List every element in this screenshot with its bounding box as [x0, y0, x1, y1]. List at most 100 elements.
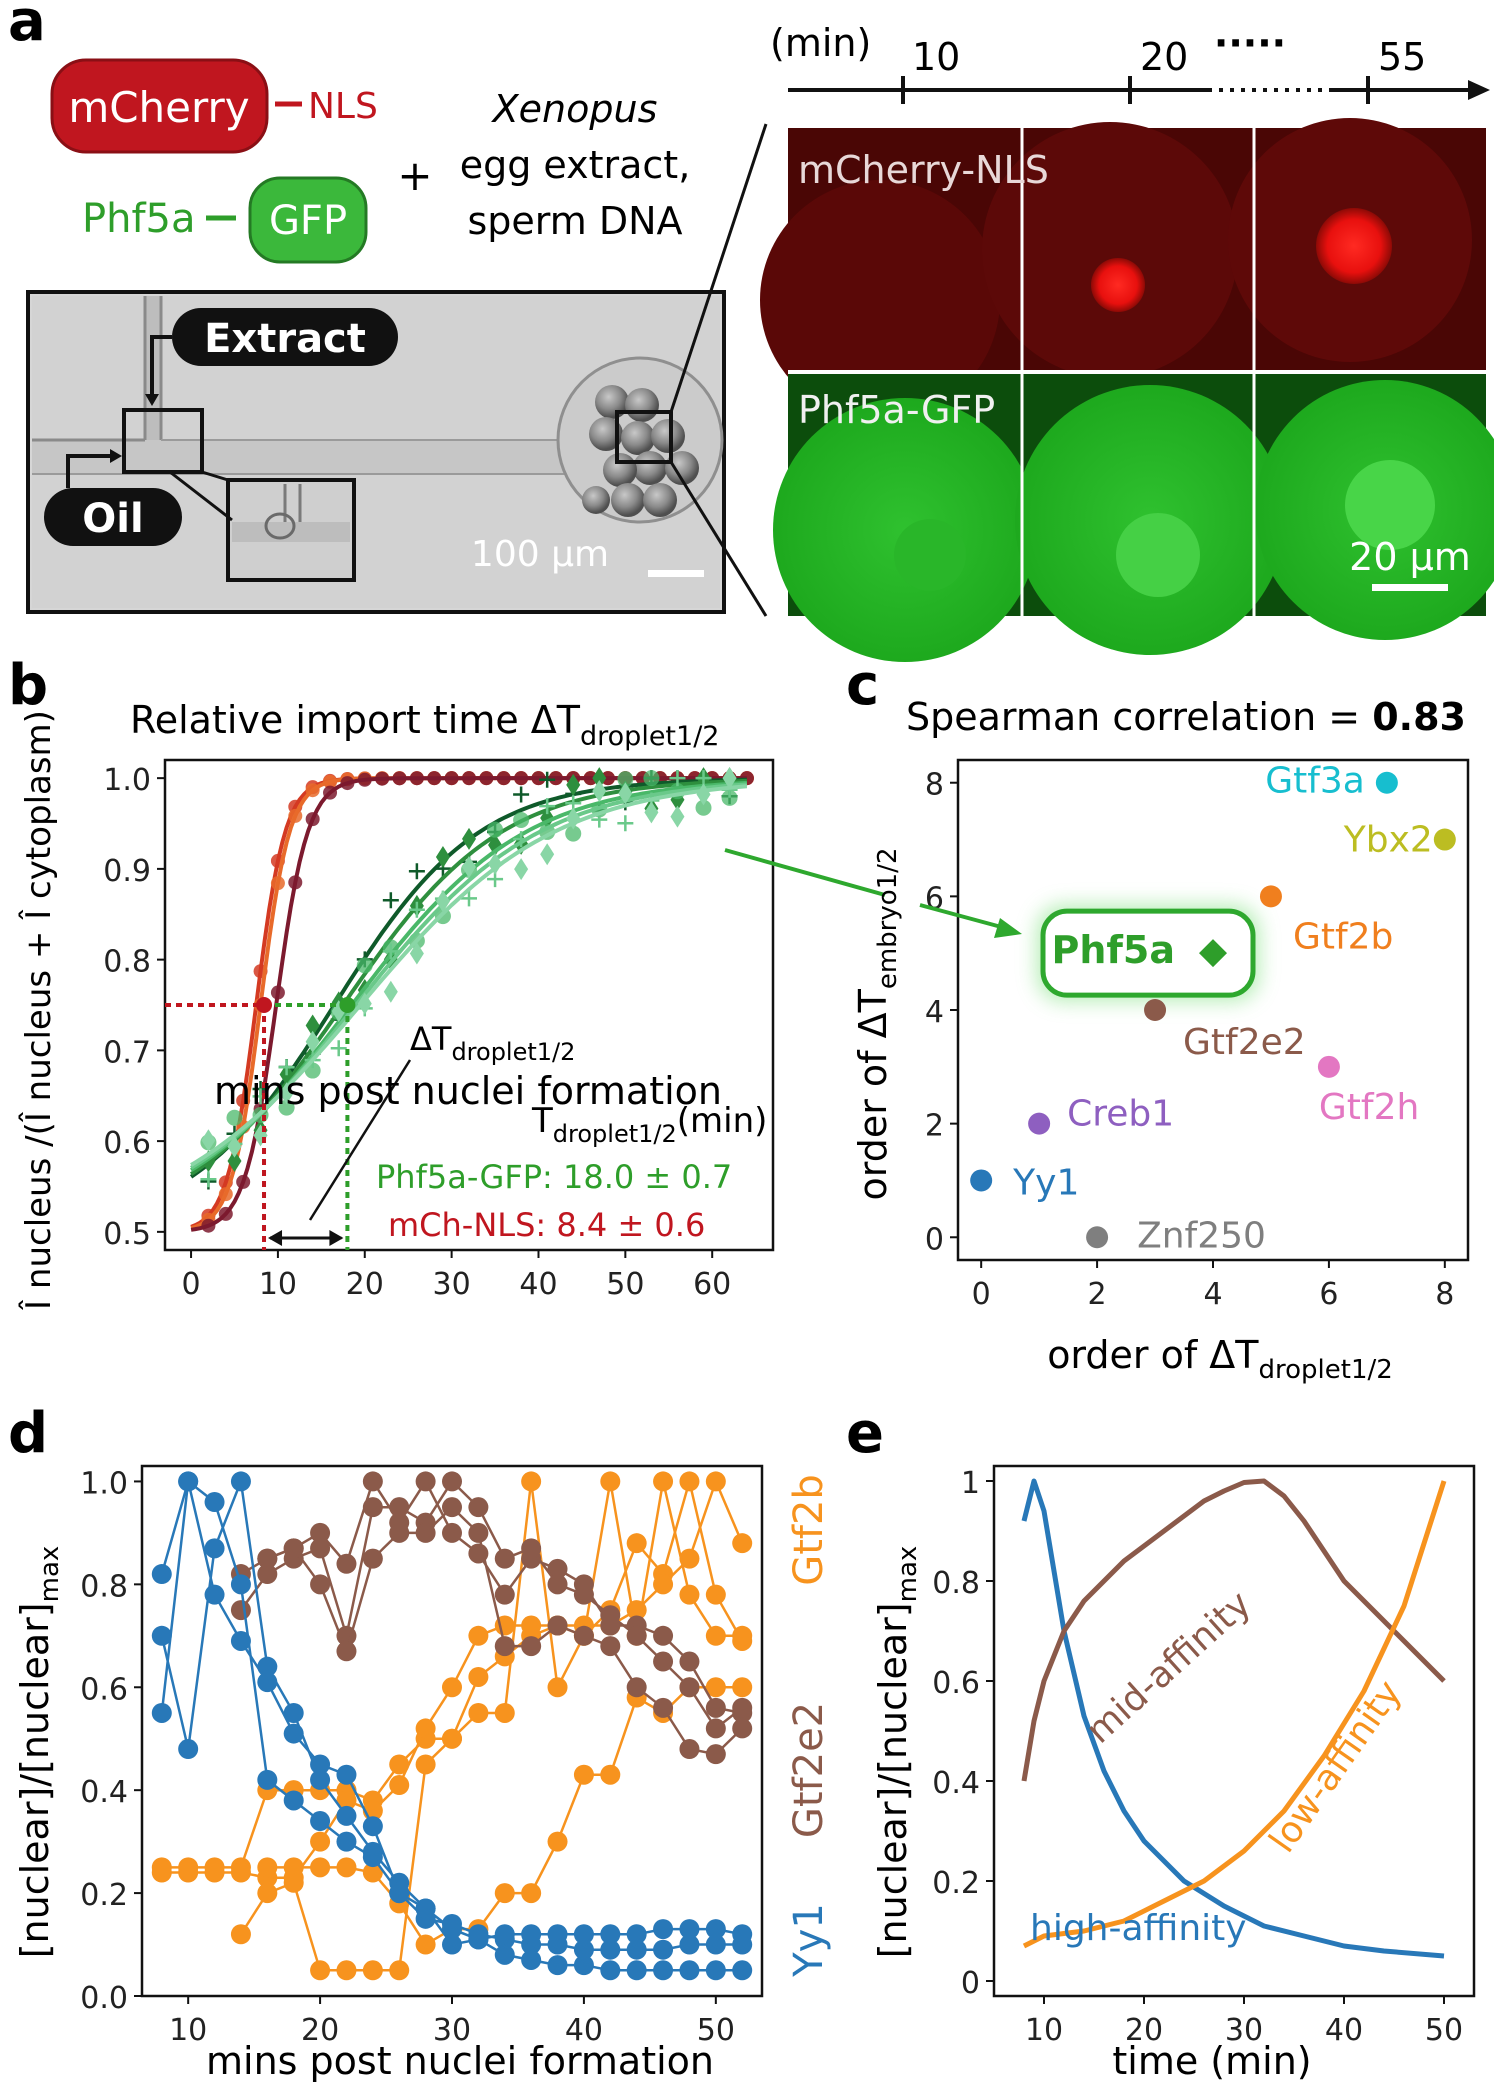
- microfluidic-chip-image: Extract Oil 100 µm: [26, 290, 726, 614]
- y-tick-label: 0.8: [80, 1569, 128, 1604]
- series-point-yy1: [653, 1960, 674, 1981]
- mcherry-channel-label: mCherry-NLS: [798, 148, 1049, 192]
- x-tick-label: 8: [1435, 1277, 1454, 1312]
- data-point: [226, 1109, 243, 1126]
- data-point: [323, 785, 338, 800]
- data-point: [643, 770, 660, 787]
- series-point-yy1: [310, 1811, 331, 1832]
- series-point-gtf2b: [653, 1471, 674, 1492]
- data-point: [600, 771, 615, 786]
- label-phf5a: Phf5a: [1051, 928, 1175, 972]
- data-point: [513, 812, 530, 829]
- xenopus-line1: Xenopus: [491, 87, 658, 131]
- y-tick-label: 0.4: [932, 1766, 980, 1801]
- data-point: [539, 771, 556, 788]
- data-point: [288, 808, 303, 823]
- series-point-yy1: [178, 1471, 199, 1492]
- series-point-gtf2e2: [336, 1641, 357, 1662]
- series-point-gtf2e2: [257, 1548, 278, 1569]
- data-point: [227, 1135, 242, 1158]
- data-point: [583, 771, 598, 786]
- x-tick-label: 40: [1325, 2013, 1363, 2048]
- gfp-pill: [248, 176, 368, 264]
- series-point-gtf2e2: [310, 1574, 331, 1595]
- gfp-image-row: Phf5a-GFP 20 µm: [773, 374, 1494, 662]
- series-point-gtf2e2: [362, 1548, 383, 1569]
- data-point: [696, 783, 711, 806]
- series-point-gtf2b: [468, 1625, 489, 1646]
- series-point-gtf2b: [336, 1857, 357, 1878]
- series-point-gtf2e2: [283, 1538, 304, 1559]
- data-point: [323, 774, 338, 789]
- data-point: [444, 771, 459, 786]
- data-point: [539, 798, 556, 815]
- data-point: [514, 771, 529, 786]
- series-point-gtf2b: [732, 1533, 753, 1554]
- nls-label: NLS: [308, 86, 378, 127]
- series-point-yy1: [310, 1769, 331, 1790]
- time-tick-10: 10: [912, 35, 960, 79]
- series-point-yy1: [547, 1955, 568, 1976]
- data-point: [305, 1014, 320, 1037]
- scale-bar-100: [648, 570, 704, 577]
- y-tick-label: 0.4: [80, 1775, 128, 1810]
- series-point-gtf2e2: [415, 1471, 436, 1492]
- series-point-gtf2b: [494, 1883, 515, 1904]
- series-point-yy1: [336, 1831, 357, 1852]
- series-point-gtf2e2: [310, 1522, 331, 1543]
- series-point-yy1: [230, 1471, 251, 1492]
- y-tick-label: 0.6: [932, 1666, 980, 1701]
- label-ybx2: Ybx2: [1343, 820, 1433, 861]
- series-point-yy1: [626, 1939, 647, 1960]
- x-tick-label: 50: [697, 2013, 735, 2048]
- series-point-gtf2b: [389, 1754, 410, 1775]
- series-point-yy1: [573, 1924, 594, 1945]
- series-point-gtf2b: [705, 1677, 726, 1698]
- series-point-gtf2e2: [626, 1677, 647, 1698]
- series-point-yy1: [679, 1934, 700, 1955]
- time-ellipsis: ·····: [1214, 21, 1286, 65]
- data-point: [479, 771, 494, 786]
- data-point: [566, 773, 581, 796]
- data-point: [427, 771, 442, 786]
- data-point: [408, 901, 425, 918]
- series-point-gtf2e2: [230, 1600, 251, 1621]
- y-tick-label: 0.0: [80, 1981, 128, 2016]
- series-point-gtf2e2: [389, 1522, 410, 1543]
- series-point-gtf2e2: [600, 1605, 621, 1626]
- data-point: [669, 770, 686, 787]
- point-gtf3a: [1375, 771, 1398, 794]
- series-point-gtf2b: [257, 1883, 278, 1904]
- x-tick-label: 30: [433, 2013, 471, 2048]
- data-point: [392, 771, 407, 786]
- point-ybx2: [1433, 828, 1456, 851]
- series-point-gtf2e2: [600, 1636, 621, 1657]
- curve-high-affinity: [1021, 1478, 1445, 1959]
- series-point-gtf2e2: [653, 1651, 674, 1672]
- mcherry-image-row: mCherry-NLS: [760, 118, 1486, 420]
- series-point-gtf2b: [521, 1883, 542, 1904]
- side-label-yy1: Yy1: [786, 1903, 832, 1978]
- series-point-gtf2e2: [705, 1718, 726, 1739]
- series-point-gtf2b: [521, 1615, 542, 1636]
- x-tick-label: 40: [519, 1267, 557, 1302]
- series-point-yy1: [283, 1790, 304, 1811]
- annotation-mid-affinity: mid-affinity: [1079, 1583, 1260, 1751]
- y-tick-label: 0.6: [80, 1672, 128, 1707]
- series-point-gtf2b: [151, 1862, 172, 1883]
- phf5a-t-value: Phf5a-GFP: 18.0 ± 0.7: [376, 1158, 732, 1196]
- scale-bar-20-label: 20 µm: [1349, 535, 1471, 579]
- data-point: [382, 943, 399, 960]
- panel-c-xlabel: order of ΔTdroplet1/2: [1047, 1333, 1393, 1385]
- data-point: [565, 825, 582, 842]
- data-point: [340, 776, 355, 791]
- data-point: [592, 767, 607, 790]
- curve-low-affinity: [1022, 1480, 1447, 1949]
- data-point: [592, 780, 607, 803]
- series-point-gtf2b: [705, 1625, 726, 1646]
- series-point-gtf2e2: [362, 1497, 383, 1518]
- nucleus-red-20: [1091, 258, 1145, 312]
- series-point-gtf2b: [362, 1862, 383, 1883]
- series-point-gtf2e2: [468, 1497, 489, 1518]
- series-point-yy1: [151, 1702, 172, 1723]
